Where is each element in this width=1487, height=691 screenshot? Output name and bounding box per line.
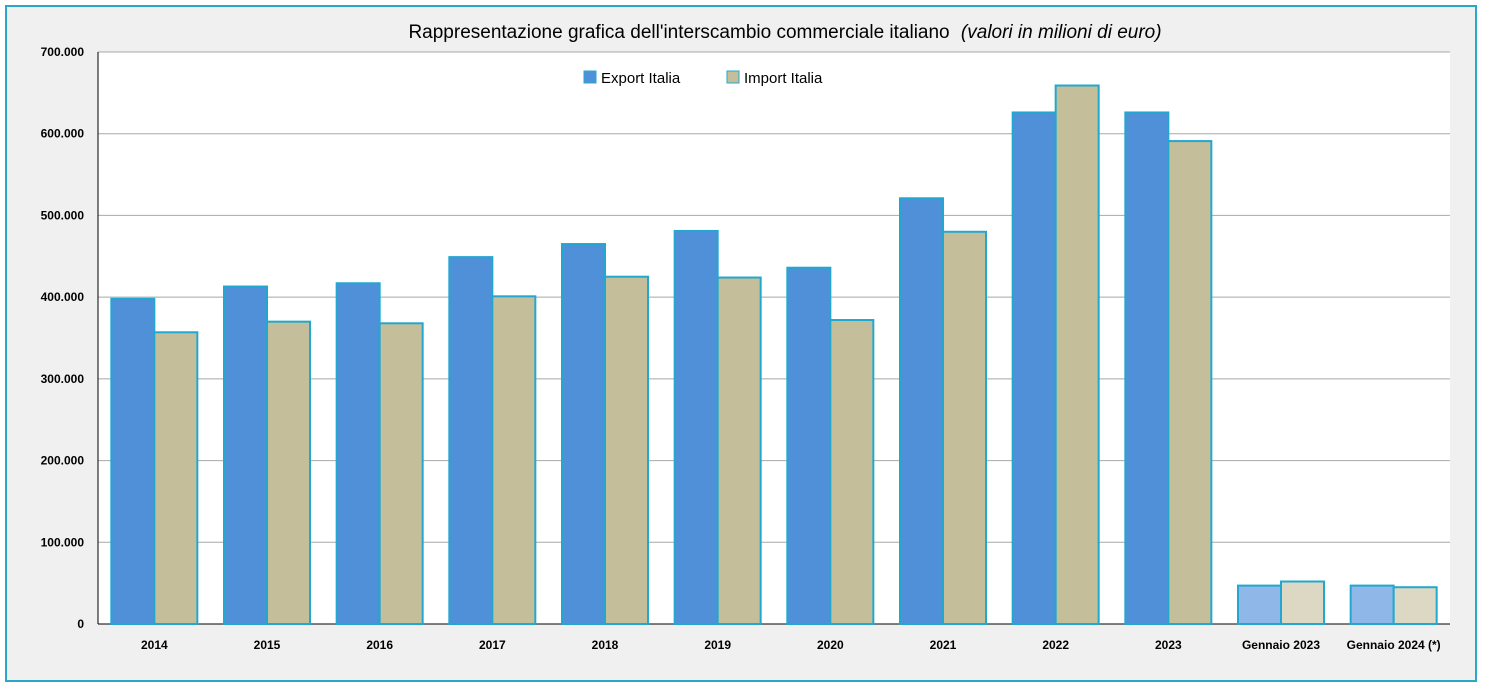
legend-label-export: Export Italia xyxy=(601,70,681,87)
bar-import-2018 xyxy=(604,275,649,625)
y-tick-label: 600.000 xyxy=(41,127,85,141)
bar-import-2019 xyxy=(716,276,762,625)
gridlines xyxy=(97,51,1450,625)
chart-title-group: Rappresentazione grafica dell'interscamb… xyxy=(408,22,1161,43)
chart-title: Rappresentazione grafica dell'interscamb… xyxy=(408,22,949,43)
bar-export-2015 xyxy=(223,285,268,625)
y-tick-label: 0 xyxy=(77,617,84,631)
bar-export-gennaio-2024- xyxy=(1349,584,1395,626)
x-tick-label: Gennaio 2023 xyxy=(1242,638,1320,652)
bar-import-2022 xyxy=(1054,84,1100,625)
y-tick-label: 100.000 xyxy=(41,535,85,549)
bar-export-2017 xyxy=(448,256,494,625)
bar-import-2017 xyxy=(491,295,537,625)
bar-import-2023 xyxy=(1167,140,1213,625)
y-axis-ticks: 0 100.000 200.000 300.000 400.000 500.000 600.… xyxy=(41,45,85,631)
x-tick-label: 2018 xyxy=(592,638,619,652)
chart-subtitle: (valori in milioni di euro) xyxy=(961,22,1162,43)
x-tick-label: 2015 xyxy=(254,638,281,652)
bar-import-gennaio-2024- xyxy=(1392,586,1438,626)
bar-export-2023 xyxy=(1124,111,1170,626)
plot-area xyxy=(98,52,1450,624)
y-tick-label: 400.000 xyxy=(41,290,85,304)
y-tick-label: 500.000 xyxy=(41,208,85,222)
bar-import-2014 xyxy=(153,331,199,625)
bar-import-2021 xyxy=(942,230,987,625)
bar-export-2020 xyxy=(786,266,832,625)
bars xyxy=(110,84,1438,626)
x-tick-label: 2023 xyxy=(1155,638,1182,652)
legend-label-import: Import Italia xyxy=(744,70,823,87)
x-tick-label: 2021 xyxy=(930,638,957,652)
bar-export-2019 xyxy=(673,229,719,625)
legend: Export Italia Import Italia xyxy=(583,70,823,87)
y-tick-label: 300.000 xyxy=(41,372,85,386)
x-axis-ticks: 2014 2015 2016 2017 2018 2019 2020 2021 2022 2023… xyxy=(141,638,1441,652)
y-tick-label: 700.000 xyxy=(41,45,85,59)
legend-swatch-export xyxy=(583,70,597,84)
bar-import-2015 xyxy=(266,320,311,625)
x-tick-label: 2019 xyxy=(704,638,731,652)
bar-export-2018 xyxy=(561,243,606,625)
x-tick-label: 2017 xyxy=(479,638,506,652)
bar-export-2021 xyxy=(899,197,944,625)
bar-export-gennaio-2023 xyxy=(1237,584,1282,626)
bar-export-2014 xyxy=(110,297,156,625)
bar-import-2020 xyxy=(829,319,875,625)
bar-import-gennaio-2023 xyxy=(1280,580,1325,625)
bar-import-2016 xyxy=(378,322,424,625)
x-tick-label: Gennaio 2024 (*) xyxy=(1347,638,1441,652)
y-tick-label: 200.000 xyxy=(41,454,85,468)
x-tick-label: 2016 xyxy=(366,638,393,652)
legend-swatch-import xyxy=(726,70,740,84)
bar-export-2022 xyxy=(1011,111,1057,626)
x-tick-label: 2022 xyxy=(1042,638,1069,652)
bar-export-2016 xyxy=(335,282,381,625)
x-tick-label: 2014 xyxy=(141,638,168,652)
x-tick-label: 2020 xyxy=(817,638,844,652)
